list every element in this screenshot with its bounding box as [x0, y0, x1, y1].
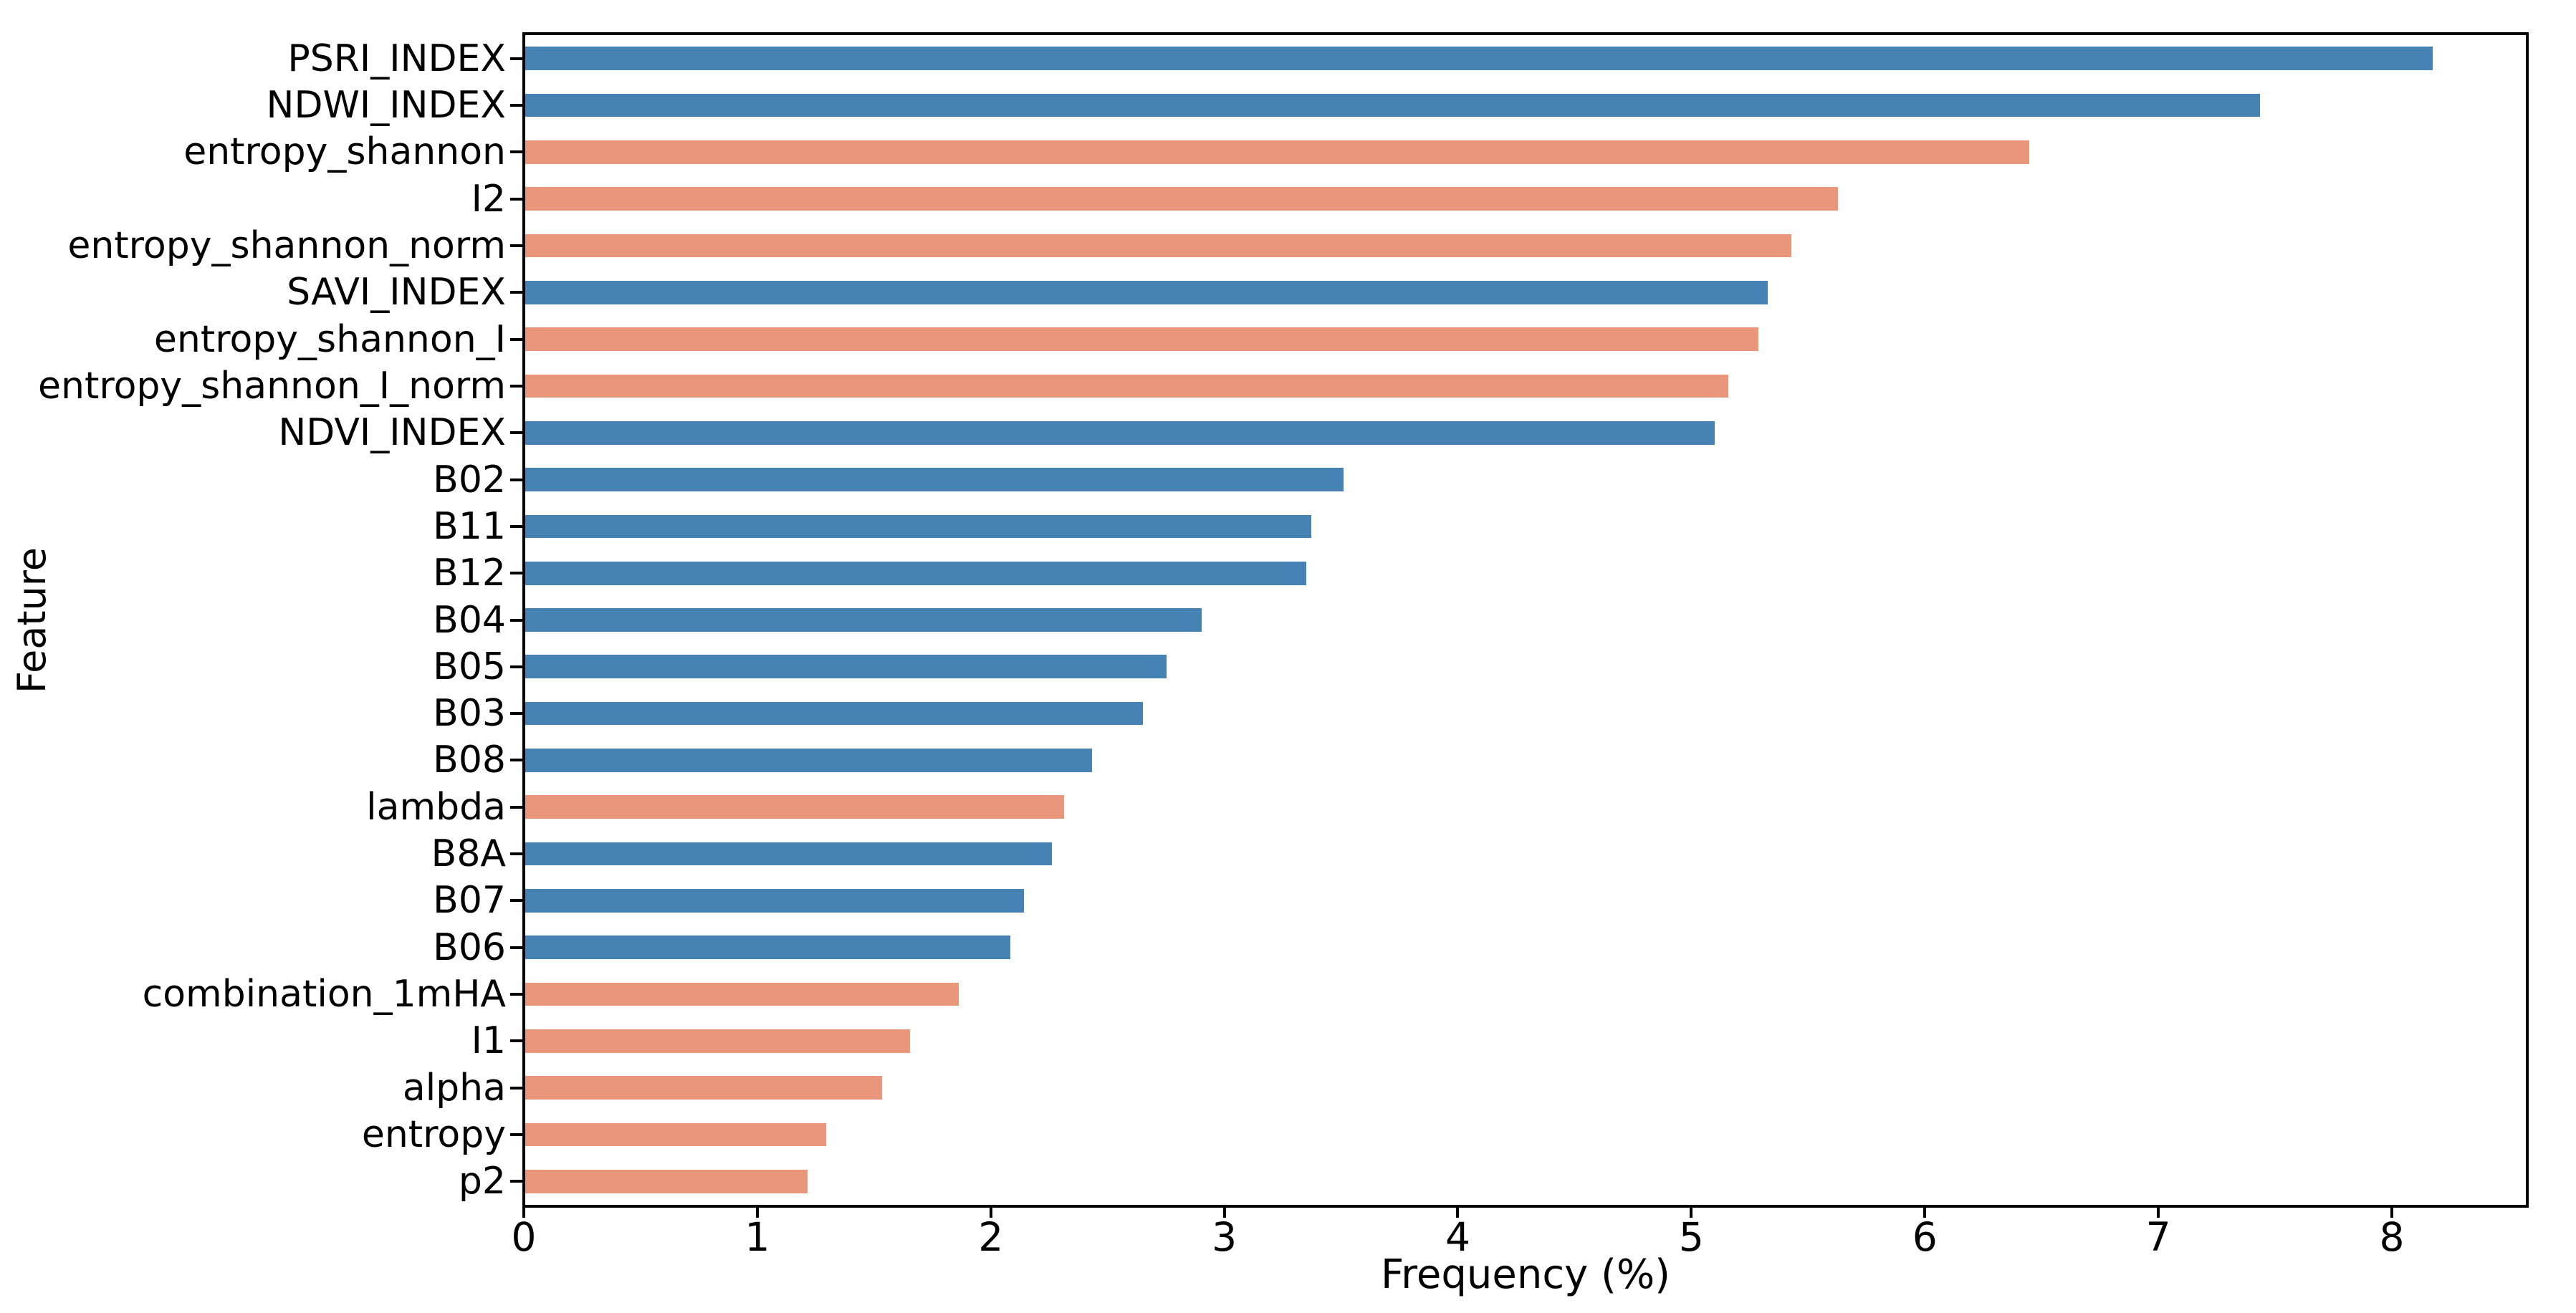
y-tick-label: entropy_shannon_I	[153, 317, 506, 361]
x-tick-label: 6	[1912, 1214, 1938, 1260]
y-tick-label: p2	[458, 1160, 506, 1203]
y-tick-label: B03	[433, 692, 506, 736]
y-tick-label-area: PSRI_INDEX NDWI_INDEX entropy_shannon I2 ent…	[0, 35, 506, 1205]
y-tick-label: I2	[471, 177, 506, 221]
y-tick-mark	[510, 1180, 522, 1183]
y-tick-label: entropy	[361, 1113, 506, 1157]
bar	[525, 795, 1064, 819]
x-tick-mark	[1456, 1206, 1460, 1218]
bar	[525, 374, 1729, 398]
y-tick-mark	[510, 1086, 522, 1090]
bar	[525, 140, 2029, 164]
bar	[525, 749, 1092, 772]
y-tick-label: B11	[433, 504, 506, 548]
y-tick-mark	[510, 337, 522, 341]
y-tick-label: combination_1mHA	[142, 973, 506, 1016]
bar	[525, 187, 1839, 211]
y-tick-mark	[510, 1133, 522, 1137]
bar	[525, 842, 1053, 866]
y-tick-mark	[510, 712, 522, 716]
x-tick-label: 7	[2145, 1214, 2171, 1260]
bar	[525, 1029, 910, 1053]
y-tick-mark	[510, 618, 522, 622]
y-tick-mark	[510, 852, 522, 856]
y-tick-label: entropy_shannon	[183, 130, 506, 174]
bar	[525, 608, 1202, 632]
bar	[525, 701, 1144, 726]
y-tick-mark	[510, 384, 522, 388]
x-tick-label: 8	[2379, 1214, 2405, 1260]
bar	[525, 561, 1307, 585]
y-tick-label: entropy_shannon_I_norm	[38, 364, 506, 408]
y-tick-label: B08	[433, 739, 506, 782]
y-tick-mark	[510, 244, 522, 247]
y-tick-mark	[510, 478, 522, 481]
bar	[525, 280, 1768, 304]
bar	[525, 468, 1344, 491]
y-tick-label: SAVI_INDEX	[287, 271, 506, 314]
y-tick-label: PSRI_INDEX	[287, 37, 506, 80]
x-tick-label: 0	[511, 1214, 537, 1260]
y-tick-label: I1	[471, 1019, 506, 1063]
x-axis-title: Frequency (%)	[1380, 1251, 1671, 1298]
bar	[525, 1076, 882, 1100]
x-tick-mark	[755, 1206, 759, 1218]
bar	[525, 47, 2433, 70]
bar	[525, 514, 1311, 539]
y-tick-label: B04	[433, 598, 506, 642]
y-tick-mark	[510, 946, 522, 949]
y-tick-label: B06	[433, 925, 506, 969]
bar	[525, 889, 1025, 913]
x-tick-mark	[522, 1206, 525, 1218]
y-tick-mark	[510, 665, 522, 668]
bar	[525, 234, 1791, 258]
y-tick-label: alpha	[402, 1066, 506, 1110]
x-tick-mark	[989, 1206, 992, 1218]
bar	[525, 982, 959, 1006]
y-tick-mark	[510, 759, 522, 762]
y-tick-label: entropy_shannon_norm	[67, 223, 506, 267]
bar	[525, 93, 2261, 117]
y-tick-mark	[510, 805, 522, 809]
x-tick-label: 5	[1678, 1214, 1704, 1260]
y-tick-label: B8A	[431, 832, 506, 876]
bar	[525, 327, 1759, 351]
bar	[525, 1170, 808, 1193]
y-tick-mark	[510, 150, 522, 154]
y-tick-mark	[510, 1039, 522, 1043]
x-tick-mark	[1923, 1206, 1927, 1218]
y-tick-label: B07	[433, 879, 506, 923]
y-tick-label: lambda	[366, 785, 506, 829]
y-tick-mark	[510, 431, 522, 435]
y-tick-mark	[510, 993, 522, 996]
y-tick-mark	[510, 899, 522, 903]
x-tick-label: 1	[744, 1214, 770, 1260]
x-tick-mark	[2390, 1206, 2393, 1218]
y-tick-mark	[510, 524, 522, 528]
bar	[525, 1122, 826, 1147]
y-tick-mark	[510, 197, 522, 201]
bar	[525, 420, 1715, 445]
x-tick-mark	[1222, 1206, 1226, 1218]
y-tick-label: B02	[433, 458, 506, 501]
y-tick-label: B12	[433, 552, 506, 595]
plot-area	[522, 32, 2529, 1208]
x-tick-label: 3	[1212, 1214, 1237, 1260]
x-tick-label: 2	[978, 1214, 1004, 1260]
bar	[525, 936, 1010, 960]
y-tick-mark	[510, 572, 522, 575]
x-tick-mark	[1690, 1206, 1693, 1218]
y-tick-label: B05	[433, 645, 506, 688]
bar	[525, 655, 1167, 679]
x-tick-label: 4	[1445, 1214, 1470, 1260]
y-tick-mark	[510, 57, 522, 60]
x-tick-mark	[2157, 1206, 2160, 1218]
y-tick-label: NDVI_INDEX	[278, 411, 506, 455]
y-tick-mark	[510, 291, 522, 294]
y-tick-label: NDWI_INDEX	[266, 83, 506, 127]
y-tick-mark	[510, 103, 522, 107]
